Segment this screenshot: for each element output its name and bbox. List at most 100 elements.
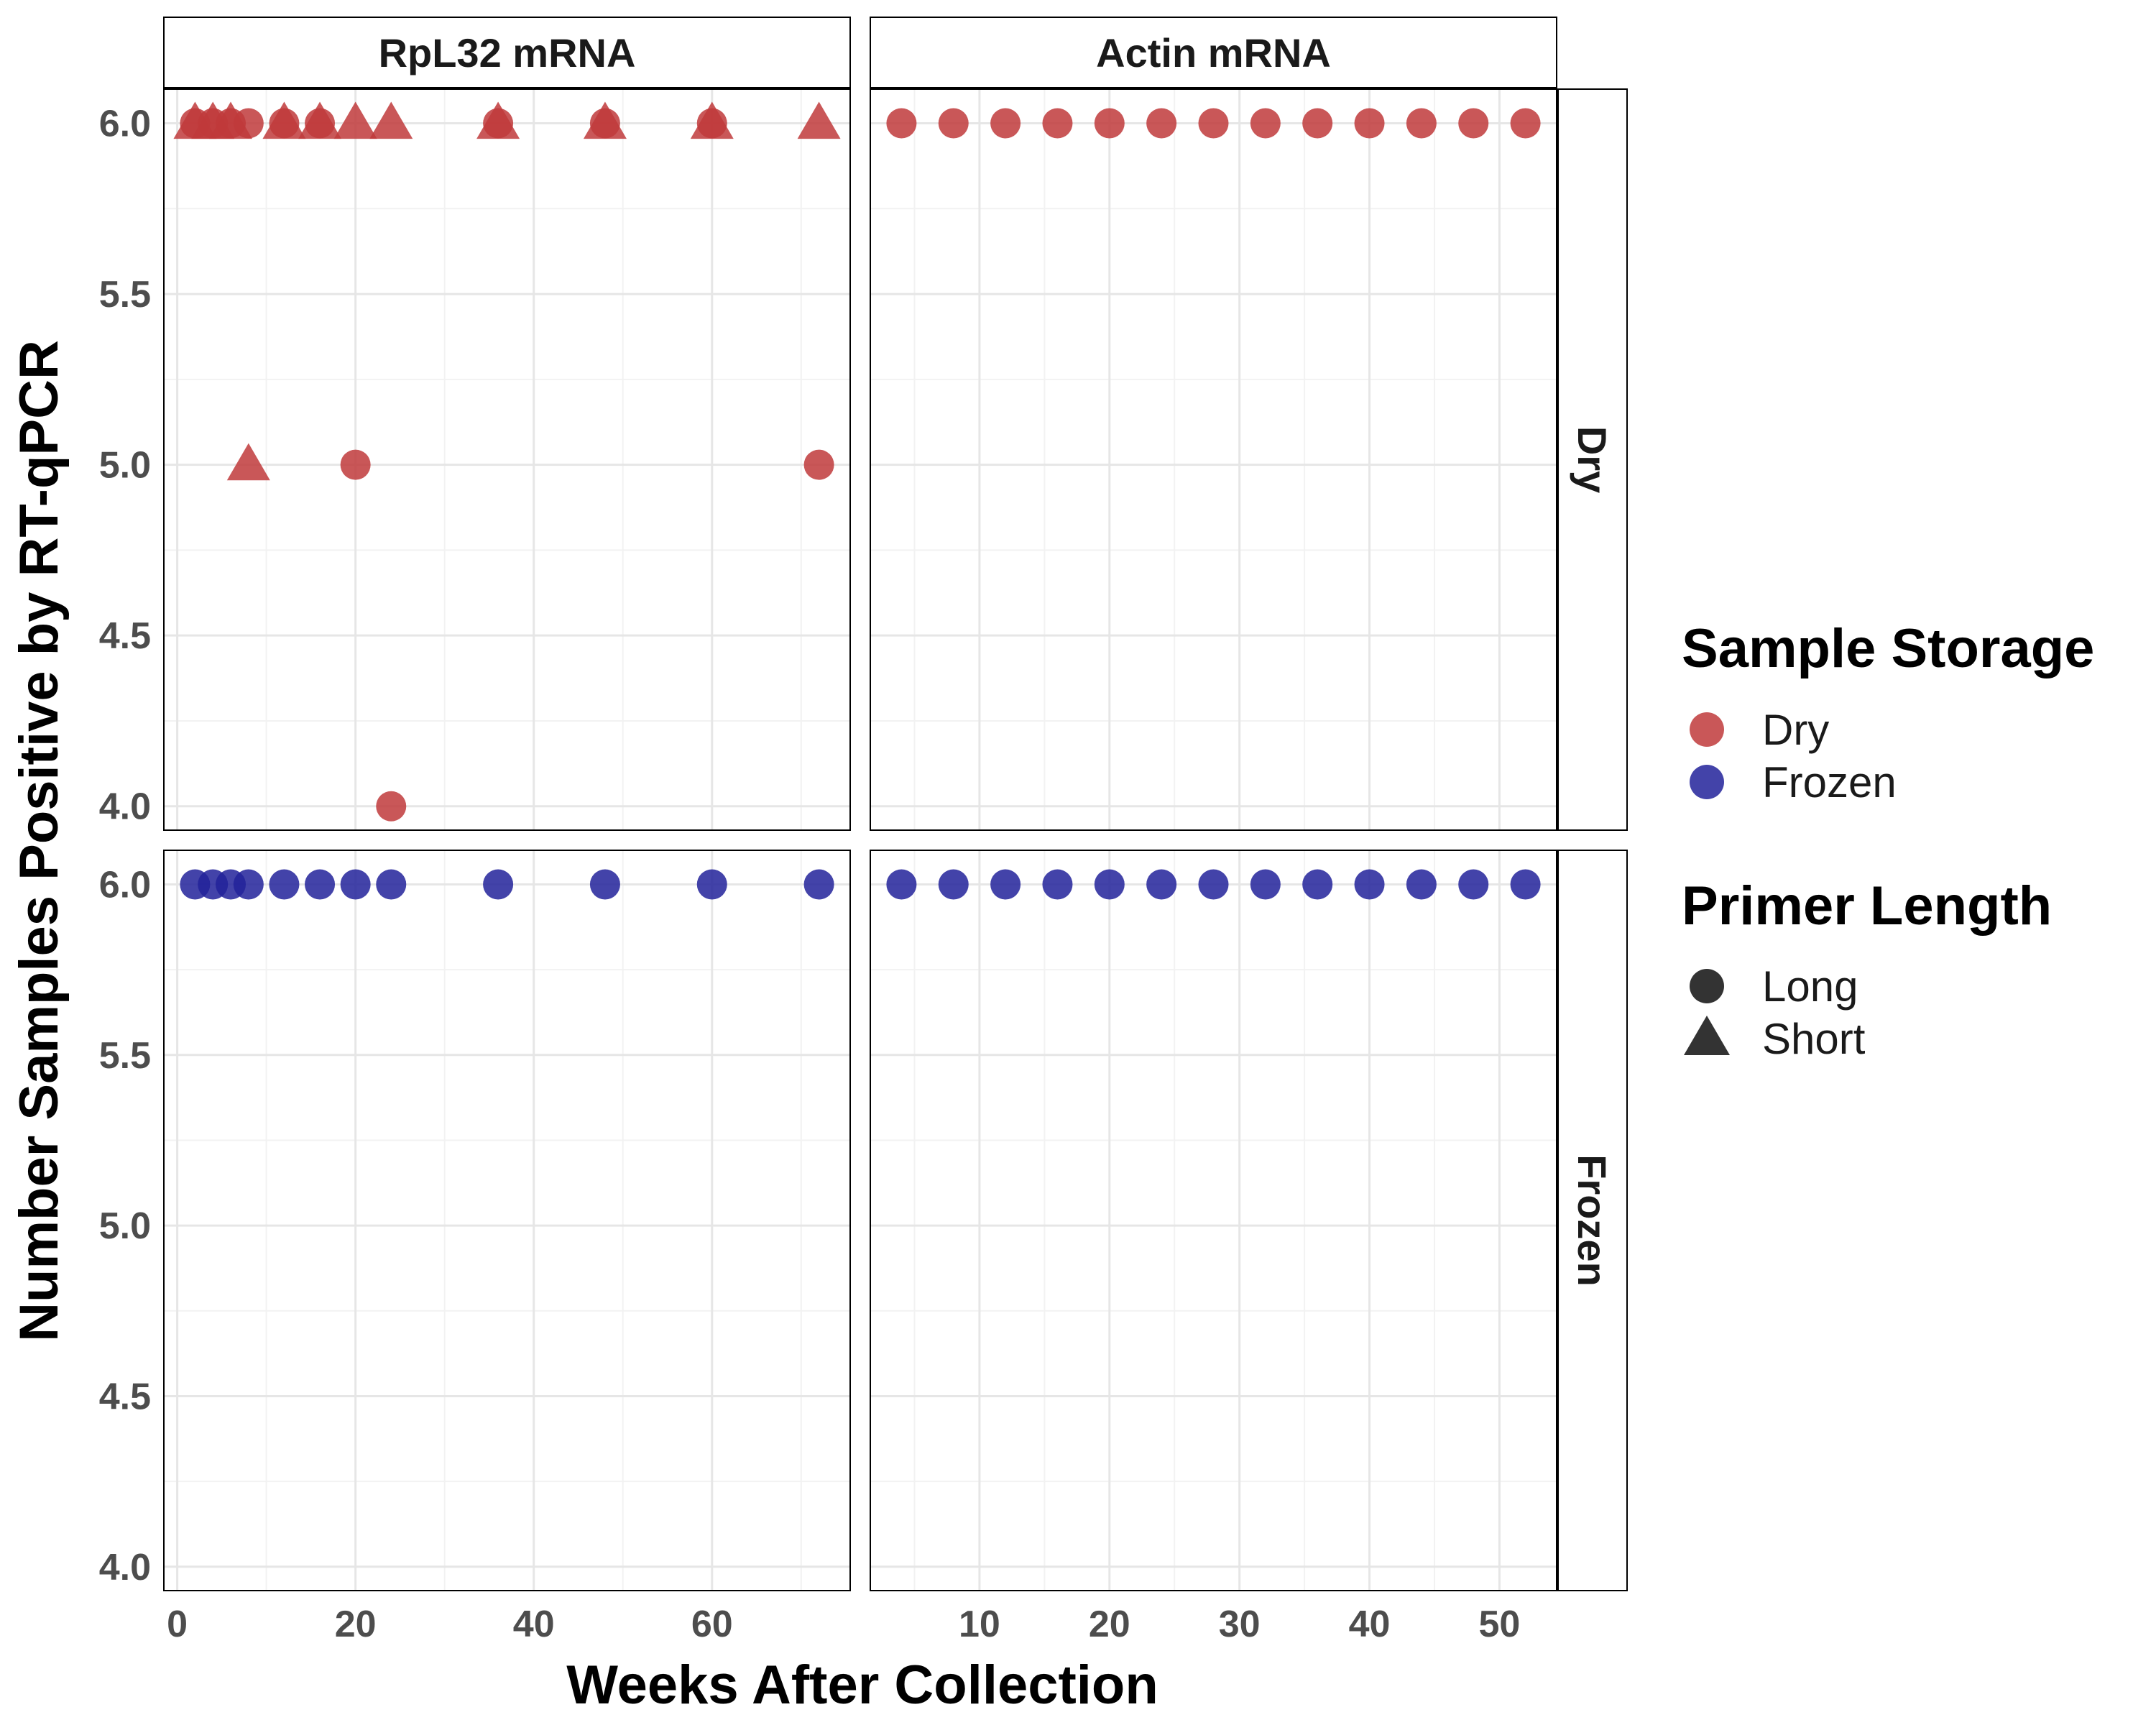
data-point-short xyxy=(797,101,841,139)
data-point-long xyxy=(1406,869,1437,900)
data-point-short xyxy=(690,101,734,139)
legend-label-frozen: Frozen xyxy=(1762,758,1897,806)
panel-background xyxy=(164,850,850,1591)
y-tick-label: 6.0 xyxy=(99,864,151,906)
data-point-long xyxy=(376,791,407,822)
panel-rpl32-mrna-dry: 4.0 4.5 5.0 5.5 6.0 xyxy=(99,88,851,831)
panel-background xyxy=(870,89,1557,830)
data-point-long xyxy=(305,869,336,900)
legend-label-dry: Dry xyxy=(1762,706,1829,754)
data-point-long xyxy=(1198,869,1229,900)
panel-border xyxy=(870,850,1557,1591)
legend-key-short xyxy=(1684,1016,1730,1056)
data-point-long xyxy=(269,869,300,900)
data-point-long xyxy=(990,869,1021,900)
data-point-long xyxy=(340,869,371,900)
data-point-long xyxy=(1146,108,1177,139)
y-tick-label: 4.5 xyxy=(99,615,151,657)
data-point-long xyxy=(803,449,834,480)
panels-layer: 4.0 4.5 5.0 5.5 6.0 4.0 4.5 5.0 5.5 6.0 0 20 40 60 10 2… xyxy=(99,17,1628,1645)
legend-key-frozen xyxy=(1690,765,1724,799)
data-point-long xyxy=(886,869,917,900)
strip-box xyxy=(1557,850,1628,1591)
data-point-short xyxy=(209,101,253,139)
legend-title-storage: Sample Storage xyxy=(1682,618,2094,679)
data-point-long xyxy=(1458,108,1489,139)
data-point-long xyxy=(938,869,969,900)
legend-label-long: Long xyxy=(1762,962,1858,1011)
row-strip-label: Dry xyxy=(1570,426,1615,493)
y-tick-label: 5.5 xyxy=(99,1035,151,1077)
data-point-long xyxy=(483,869,514,900)
y-axis-title: Number Samples Positive by RT-qPCR xyxy=(9,340,70,1342)
data-point-long xyxy=(1250,108,1281,139)
data-point-long xyxy=(340,449,371,480)
x-tick-label: 40 xyxy=(513,1604,555,1645)
data-point-long xyxy=(1406,108,1437,139)
column-strip-label: RpL32 mRNA xyxy=(379,30,636,75)
data-point-long xyxy=(1354,869,1385,900)
data-point-long xyxy=(1042,869,1073,900)
y-tick-label: 4.5 xyxy=(99,1376,151,1417)
y-tick-label: 5.0 xyxy=(99,1205,151,1247)
data-point-long xyxy=(1458,869,1489,900)
x-tick-label: 30 xyxy=(1219,1604,1261,1645)
x-tick-label: 20 xyxy=(335,1604,377,1645)
data-point-long xyxy=(1146,869,1177,900)
panel-border xyxy=(163,850,851,1591)
data-point-long xyxy=(1094,869,1125,900)
x-tick-label: 40 xyxy=(1349,1604,1391,1645)
strip-box xyxy=(870,17,1557,88)
data-point-long xyxy=(1354,108,1385,139)
x-tick-label: 0 xyxy=(167,1604,188,1645)
data-point-short xyxy=(476,101,520,139)
data-point-long xyxy=(938,108,969,139)
x-tick-label: 50 xyxy=(1478,1604,1520,1645)
legend-key-dry xyxy=(1690,712,1724,747)
legend-label-short: Short xyxy=(1762,1015,1866,1063)
panel-background xyxy=(870,850,1557,1591)
panel-border xyxy=(870,88,1557,831)
strip-box xyxy=(163,17,851,88)
data-point-long xyxy=(886,108,917,139)
data-point-long xyxy=(1250,869,1281,900)
data-point-long xyxy=(1042,108,1073,139)
x-axis-title: Weeks After Collection xyxy=(566,1655,1158,1716)
data-point-long xyxy=(589,869,620,900)
x-tick-label: 10 xyxy=(959,1604,1000,1645)
data-point-short xyxy=(226,443,270,481)
data-point-long xyxy=(1198,108,1229,139)
panel-border xyxy=(163,88,851,831)
strip-box xyxy=(1557,88,1628,831)
column-strip: RpL32 mRNA xyxy=(163,17,851,88)
legend-key-long xyxy=(1690,969,1724,1003)
data-point-long xyxy=(803,869,834,900)
data-point-long xyxy=(1302,869,1333,900)
y-tick-label: 6.0 xyxy=(99,104,151,145)
column-strip-label: Actin mRNA xyxy=(1096,30,1331,75)
data-point-short xyxy=(298,101,342,139)
data-point-long xyxy=(1094,108,1125,139)
data-point-long xyxy=(1302,108,1333,139)
y-tick-label: 4.0 xyxy=(99,786,151,828)
data-point-short xyxy=(262,101,306,139)
data-point-long xyxy=(990,108,1021,139)
x-tick-label: 20 xyxy=(1089,1604,1130,1645)
data-point-short xyxy=(583,101,627,139)
data-point-long xyxy=(1510,108,1541,139)
panel-rpl32-mrna-frozen: 4.0 4.5 5.0 5.5 6.0 0 20 40 60 xyxy=(99,850,851,1645)
row-strip: Dry xyxy=(1557,88,1628,831)
row-strip: Frozen xyxy=(1557,850,1628,1591)
row-strip-label: Frozen xyxy=(1570,1154,1615,1287)
data-point-long xyxy=(376,869,407,900)
column-strip: Actin mRNA xyxy=(870,17,1557,88)
data-point-long xyxy=(1510,869,1541,900)
panel-actin-mrna-dry xyxy=(870,88,1557,831)
y-tick-label: 5.5 xyxy=(99,274,151,316)
data-point-short xyxy=(369,101,413,139)
panel-actin-mrna-frozen: 10 20 30 40 50 xyxy=(870,850,1557,1645)
x-tick-label: 60 xyxy=(691,1604,733,1645)
data-point-long xyxy=(696,869,727,900)
